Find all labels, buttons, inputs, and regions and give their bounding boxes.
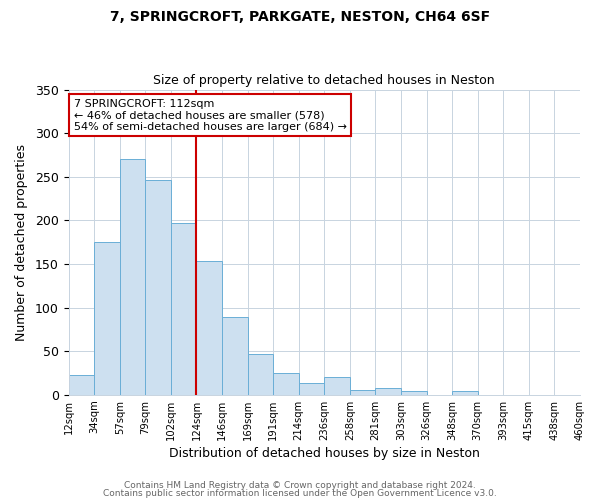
Bar <box>299 382 324 395</box>
Bar <box>68 375 94 395</box>
Bar <box>350 390 376 395</box>
Y-axis label: Number of detached properties: Number of detached properties <box>15 144 28 340</box>
Bar <box>248 354 273 395</box>
Bar <box>376 388 401 395</box>
Bar <box>401 392 427 395</box>
Bar <box>273 373 299 395</box>
Bar <box>94 242 119 395</box>
Bar <box>145 180 171 395</box>
Text: 7, SPRINGCROFT, PARKGATE, NESTON, CH64 6SF: 7, SPRINGCROFT, PARKGATE, NESTON, CH64 6… <box>110 10 490 24</box>
Text: Contains HM Land Registry data © Crown copyright and database right 2024.: Contains HM Land Registry data © Crown c… <box>124 481 476 490</box>
Text: 7 SPRINGCROFT: 112sqm
← 46% of detached houses are smaller (578)
54% of semi-det: 7 SPRINGCROFT: 112sqm ← 46% of detached … <box>74 98 347 132</box>
Bar <box>452 392 478 395</box>
Text: Contains public sector information licensed under the Open Government Licence v3: Contains public sector information licen… <box>103 488 497 498</box>
Title: Size of property relative to detached houses in Neston: Size of property relative to detached ho… <box>154 74 495 87</box>
Bar <box>171 223 196 395</box>
X-axis label: Distribution of detached houses by size in Neston: Distribution of detached houses by size … <box>169 447 480 460</box>
Bar <box>324 376 350 395</box>
Bar <box>119 160 145 395</box>
Bar <box>196 262 222 395</box>
Bar <box>222 317 248 395</box>
